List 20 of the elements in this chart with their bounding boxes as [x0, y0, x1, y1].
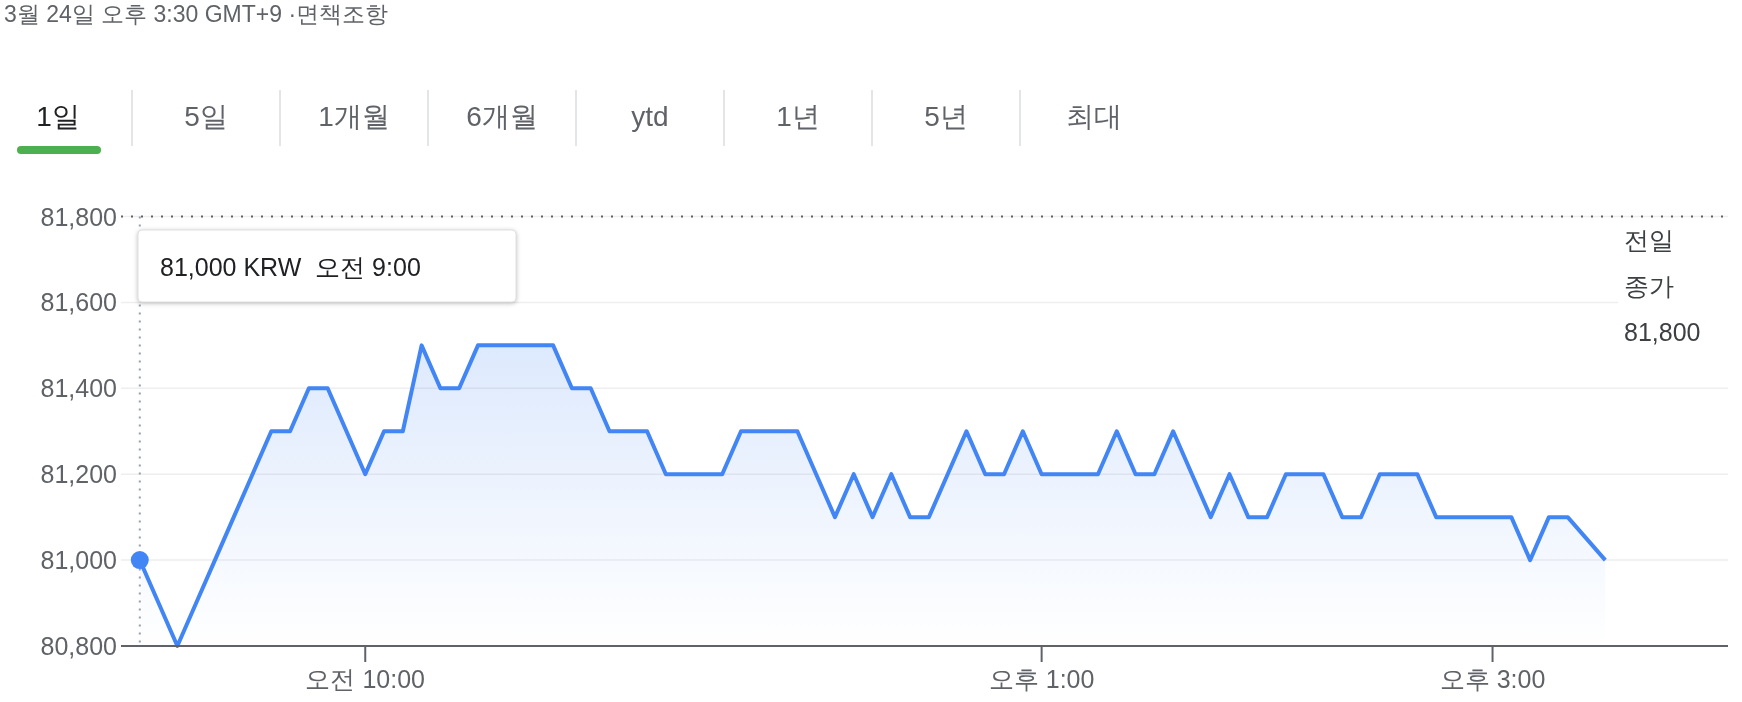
text: 1년	[776, 101, 820, 132]
x-tick-label: 오후 1:00	[988, 665, 1095, 693]
annotation: 81,000 KRW 오전 9:00	[160, 253, 421, 281]
y-tick-label: 80,800	[40, 632, 117, 660]
y-tick-label: 81,800	[40, 202, 117, 231]
y-tick-label: 81,400	[40, 374, 117, 403]
y-tick-label: 81,200	[40, 460, 117, 489]
y-tick-label: 81,000	[40, 546, 117, 575]
text: 6개월	[466, 101, 538, 132]
text: 1개월	[318, 101, 390, 132]
text: ytd	[631, 101, 669, 132]
x-tick-label: 오후 3:00	[1439, 665, 1546, 693]
ref-line-label: 전일 종가 81,800	[1624, 225, 1701, 346]
text: 최대	[1066, 101, 1122, 132]
text: 1일	[36, 101, 80, 132]
x-tick-label: 오전 10:00	[305, 665, 425, 693]
text: 5년	[924, 101, 968, 132]
text: 5일	[184, 101, 228, 132]
chart-subtitle: 3월 24일 오후 3:30 GMT+9 ·면책조항	[4, 1, 389, 27]
y-tick-label: 81,600	[40, 288, 117, 317]
